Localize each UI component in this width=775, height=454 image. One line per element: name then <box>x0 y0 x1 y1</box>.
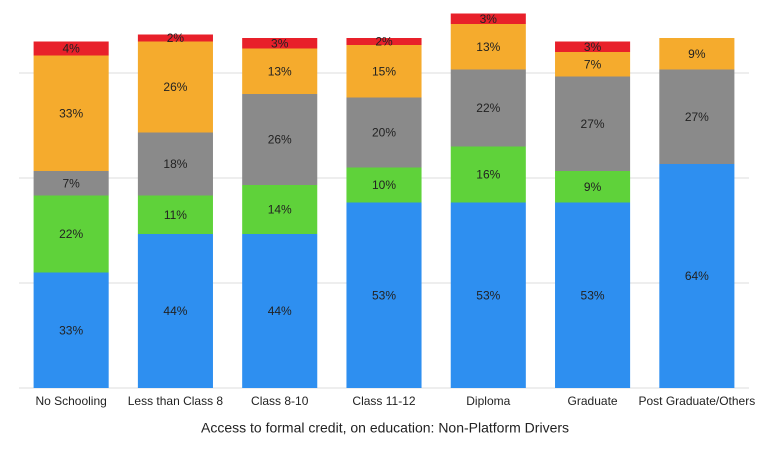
bar-segment <box>659 69 735 164</box>
bar-segment <box>242 38 318 49</box>
data-label: 7% <box>584 57 602 71</box>
data-label: 3% <box>584 40 602 54</box>
bar-segment <box>450 13 526 24</box>
data-label: 3% <box>271 36 289 50</box>
bar-segment <box>450 24 526 70</box>
data-label: 26% <box>268 133 292 147</box>
bar-segment <box>659 164 735 388</box>
bar-segment <box>33 41 109 56</box>
data-label: 10% <box>372 178 396 192</box>
x-axis-title: Access to formal credit, on education: N… <box>201 420 569 436</box>
bar-segment <box>450 69 526 147</box>
data-label: 9% <box>688 47 706 61</box>
bar-segment <box>33 272 109 388</box>
data-label: 53% <box>581 288 605 302</box>
x-tick-label: Diploma <box>466 394 510 408</box>
data-label: 27% <box>685 110 709 124</box>
x-tick-label: Less than Class 8 <box>128 394 224 408</box>
bar-segment <box>450 202 526 388</box>
data-label: 7% <box>62 176 80 190</box>
x-tick-label: Class 11-12 <box>352 394 415 408</box>
data-label: 27% <box>581 117 605 131</box>
bar-segment <box>33 171 109 196</box>
bar-segment <box>242 185 318 234</box>
bar-segment <box>137 41 213 133</box>
bar-segment <box>242 94 318 185</box>
data-label: 16% <box>476 168 500 182</box>
bar-segment <box>346 97 422 168</box>
bar-segment <box>346 45 422 98</box>
data-label: 44% <box>268 304 292 318</box>
bar-segment <box>137 34 213 42</box>
bar-segment <box>242 48 318 94</box>
data-label: 33% <box>59 323 83 337</box>
data-label: 44% <box>163 304 187 318</box>
data-label: 13% <box>476 40 500 54</box>
x-tick-label: Class 8-10 <box>251 394 309 408</box>
bar-segment <box>555 76 631 171</box>
data-label: 33% <box>59 106 83 120</box>
bar-segment <box>137 195 213 234</box>
data-label: 13% <box>268 64 292 78</box>
x-tick-label: No Schooling <box>35 394 106 408</box>
bar-segment <box>555 52 631 77</box>
bar-segment <box>555 171 631 203</box>
x-tick-label: Post Graduate/Others <box>638 394 755 408</box>
data-label: 22% <box>476 101 500 115</box>
data-label: 64% <box>685 269 709 283</box>
bar-segment <box>242 234 318 388</box>
data-label: 2% <box>167 31 185 45</box>
bar-segment <box>346 202 422 388</box>
bar-segment <box>137 132 213 196</box>
bar-segment <box>555 202 631 388</box>
data-label: 22% <box>59 227 83 241</box>
data-label: 2% <box>375 35 393 49</box>
bar-segment <box>659 38 735 70</box>
data-label: 15% <box>372 64 396 78</box>
data-label: 3% <box>480 12 498 26</box>
data-label: 53% <box>372 288 396 302</box>
data-label: 18% <box>163 157 187 171</box>
data-label: 26% <box>163 80 187 94</box>
data-label: 11% <box>164 208 187 222</box>
bar-segment <box>555 41 631 52</box>
bar-segment <box>346 38 422 45</box>
bar-segment <box>33 195 109 273</box>
data-label: 9% <box>584 180 602 194</box>
bar-segment <box>33 55 109 171</box>
data-label: 20% <box>372 126 396 140</box>
x-tick-label: Graduate <box>568 394 618 408</box>
data-label: 53% <box>476 288 500 302</box>
bar-segment <box>450 146 526 203</box>
bar-segment <box>137 234 213 388</box>
data-label: 14% <box>268 203 292 217</box>
bar-segment <box>346 167 422 203</box>
data-label: 4% <box>62 42 80 56</box>
